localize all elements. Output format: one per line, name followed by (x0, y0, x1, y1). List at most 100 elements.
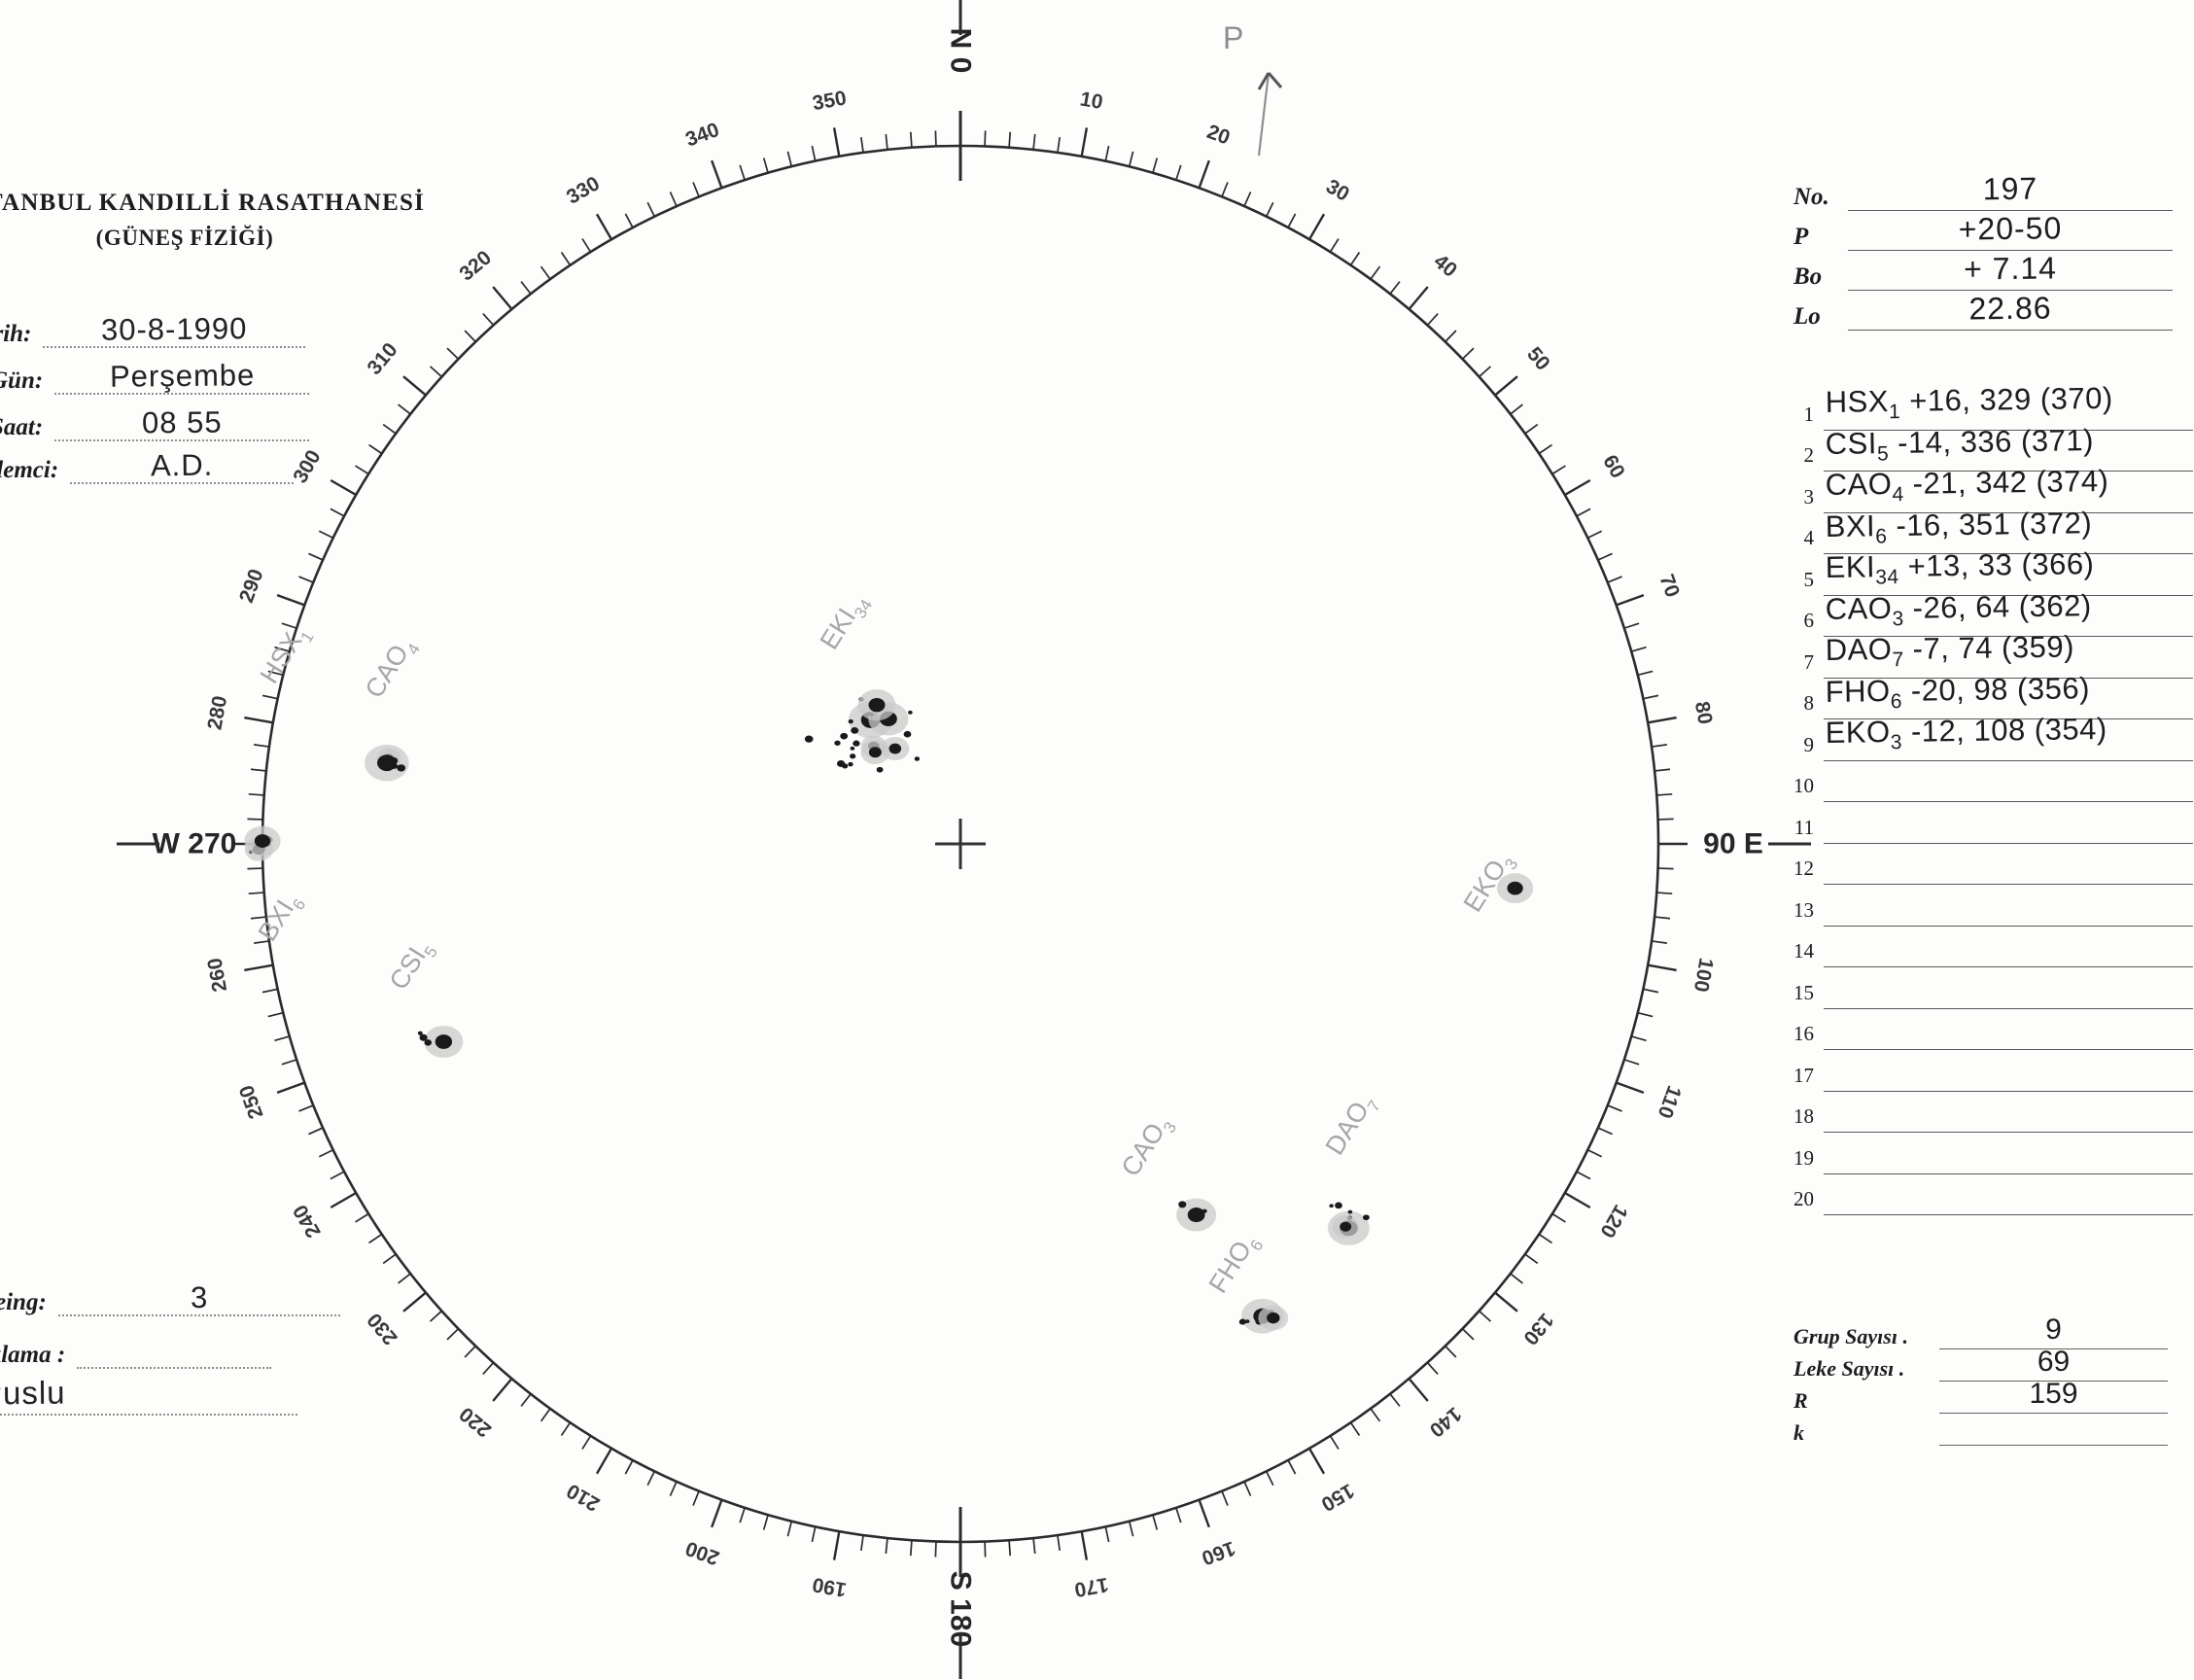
group-row-empty: 20 (1785, 1174, 2193, 1215)
summary-key-r: R (1794, 1388, 1808, 1413)
field-gun-value[interactable]: Perşembe (109, 358, 256, 394)
group-row-line[interactable] (1824, 1175, 2193, 1215)
field-aciklama-label: Açıklama : (0, 1342, 66, 1368)
group-row-line: CAO3 -26, 64 (362) (1824, 588, 2193, 637)
field-tarih-value[interactable]: 30-8-1990 (101, 311, 248, 347)
group-row: 4 BXI6 -16, 351 (372) (1785, 506, 2193, 554)
group-row-number: 1 (1803, 402, 1815, 426)
observation-parameters-panel: No. 197 P +20-50 Bo + 7.14 Lo 22.86 (1794, 171, 2173, 331)
group-row-number: 5 (1803, 567, 1815, 591)
group-row-line[interactable] (1824, 1010, 2193, 1050)
group-row-number: 19 (1794, 1145, 1814, 1170)
group-row-line[interactable] (1824, 762, 2193, 802)
param-key-p: P (1794, 224, 1809, 250)
group-row-number: 15 (1794, 980, 1814, 1004)
group-row-number: 20 (1794, 1187, 1814, 1210)
field-saat-label: Saat: (0, 414, 44, 440)
group-row-empty: 17 (1785, 1050, 2193, 1092)
group-row-number: 9 (1803, 732, 1815, 756)
group-row-line[interactable] (1824, 804, 2193, 844)
group-row-number: 17 (1794, 1063, 1814, 1087)
summary-row-spots: Leke Sayısı . 69 (1794, 1346, 2168, 1382)
group-row: 9 EKO3 -12, 108 (354) (1785, 712, 2193, 761)
field-seeing-label: Seeing: (0, 1289, 47, 1315)
group-row-line: BXI6 -16, 351 (372) (1824, 506, 2193, 554)
group-row-line[interactable] (1824, 969, 2193, 1009)
group-row-value[interactable]: EKO3 -12, 108 (354) (1825, 712, 2107, 754)
group-row-value[interactable]: EKI34 +13, 33 (366) (1825, 546, 2095, 589)
group-row: 2 CSI5 -14, 336 (371) (1785, 423, 2193, 472)
group-row-number: 12 (1794, 857, 1814, 880)
group-row-empty: 11 (1785, 802, 2193, 844)
group-row-line[interactable] (1824, 1093, 2193, 1133)
field-seeing: Seeing: 3 (0, 1279, 340, 1316)
group-row-number: 2 (1803, 443, 1815, 467)
group-row-value[interactable]: BXI6 -16, 351 (372) (1825, 505, 2093, 548)
param-row-no: No. 197 (1794, 171, 2173, 211)
group-row-empty: 13 (1785, 885, 2193, 927)
group-row-line[interactable] (1824, 928, 2193, 967)
param-value-p[interactable]: +20-50 (1958, 210, 2063, 247)
group-row-number: 4 (1803, 526, 1815, 549)
group-row-value[interactable]: CAO3 -26, 64 (362) (1825, 587, 2092, 631)
summary-panel: Grup Sayısı . 9 Leke Sayısı . 69 R 159 k (1794, 1313, 2168, 1446)
group-row-number: 14 (1794, 939, 1814, 962)
group-row-number: 6 (1803, 609, 1815, 632)
group-row-line: CSI5 -14, 336 (371) (1824, 423, 2193, 472)
group-row-line: EKI34 +13, 33 (366) (1824, 546, 2193, 596)
summary-value-groups[interactable]: 9 (2045, 1313, 2062, 1346)
group-row: 3 CAO4 -21, 342 (374) (1785, 464, 2193, 513)
field-gozlemci-value[interactable]: A.D. (150, 447, 214, 483)
group-row: 6 CAO3 -26, 64 (362) (1785, 588, 2193, 637)
param-value-no[interactable]: 197 (1982, 170, 2038, 207)
group-row-line[interactable] (1824, 1135, 2193, 1174)
group-row-empty: 12 (1785, 844, 2193, 885)
param-value-lo[interactable]: 22.86 (1968, 290, 2052, 327)
param-key-bo: Bo (1794, 263, 1823, 290)
group-row-value[interactable]: FHO6 -20, 98 (356) (1825, 671, 2091, 714)
group-row-value[interactable]: DAO7 -7, 74 (359) (1825, 629, 2075, 672)
group-row-empty: 15 (1785, 967, 2193, 1009)
summary-row-r: R 159 (1794, 1378, 2168, 1414)
observatory-title: İSTANBUL KANDILLİ RASATHANESİ (0, 190, 426, 216)
param-value-bo[interactable]: + 7.14 (1963, 250, 2058, 287)
group-row-line[interactable] (1824, 845, 2193, 885)
field-aciklama: Açıklama : (0, 1334, 272, 1369)
summary-key-spots: Leke Sayısı . (1794, 1356, 1905, 1381)
group-row-line[interactable] (1824, 1052, 2193, 1092)
param-key-lo: Lo (1794, 303, 1821, 330)
group-row-line[interactable] (1824, 887, 2193, 927)
param-key-no: No. (1794, 184, 1829, 210)
field-note-value[interactable]: Puslu (0, 1374, 66, 1412)
group-row-empty: 16 (1785, 1009, 2193, 1050)
field-tarih: Tarih: 30-8-1990 (0, 311, 306, 348)
field-saat-value[interactable]: 08 55 (141, 404, 223, 440)
group-row-number: 11 (1794, 815, 1814, 839)
observatory-header: İSTANBUL KANDILLİ RASATHANESİ (GÜNEŞ FİZ… (0, 190, 426, 251)
group-row-empty: 18 (1785, 1092, 2193, 1133)
param-row-bo: Bo + 7.14 (1794, 250, 2173, 291)
summary-value-r[interactable]: 159 (2029, 1378, 2078, 1410)
group-row-number: 16 (1794, 1022, 1814, 1045)
group-row: 8 FHO6 -20, 98 (356) (1785, 671, 2193, 719)
group-row-number: 8 (1803, 691, 1815, 715)
field-seeing-value[interactable]: 3 (190, 1279, 209, 1315)
summary-row-k: k (1794, 1414, 2168, 1446)
group-row-number: 10 (1794, 774, 1814, 797)
group-row-empty: 19 (1785, 1133, 2193, 1174)
summary-value-spots[interactable]: 69 (2037, 1346, 2071, 1378)
group-row-value[interactable]: CSI5 -14, 336 (371) (1825, 422, 2095, 466)
group-row-value[interactable]: HSX1 +16, 329 (370) (1825, 381, 2113, 424)
sunspot-group-list: 1 HSX1 +16, 329 (370) 2 CSI5 -14, 336 (371)… (1785, 381, 2193, 1215)
group-row-number: 18 (1794, 1104, 1814, 1128)
group-row-number: 7 (1803, 649, 1815, 674)
summary-key-groups: Grup Sayısı . (1794, 1324, 1908, 1348)
field-tarih-label: Tarih: (0, 321, 32, 347)
field-gun-label: Gün: (0, 368, 44, 394)
field-gun: Gün: Perşembe (0, 358, 310, 395)
group-row-value[interactable]: CAO4 -21, 342 (374) (1825, 464, 2109, 507)
observatory-subtitle: (GÜNEŞ FİZİĞİ) (95, 226, 274, 250)
field-saat: Saat: 08 55 (0, 404, 310, 441)
group-row-line: HSX1 +16, 329 (370) (1824, 381, 2193, 431)
group-row-line: EKO3 -12, 108 (354) (1824, 712, 2193, 761)
